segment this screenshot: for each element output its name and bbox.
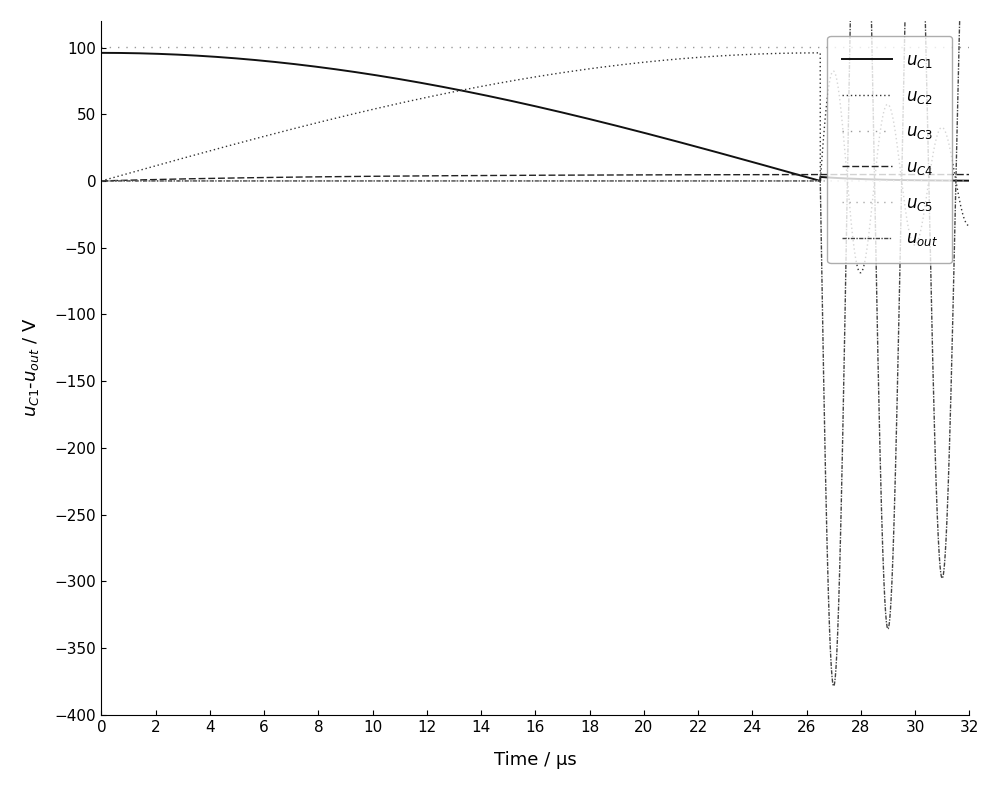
Line: $u_{C1}$: $u_{C1}$ (101, 53, 969, 181)
$u_{C2}$ (854, 268, 866, 277)
$u_{out}$ (95, 176, 107, 186)
$u_{C5}$ (131, 176, 143, 186)
$u_{C5}$ (520, 176, 532, 186)
$u_{C2}$ (147, 162, 159, 171)
$u_{C5}$ (95, 176, 107, 186)
$u_{C2}$ (814, 48, 826, 58)
$u_{C4}$ (99, 176, 111, 186)
Line: $u_{C4}$: $u_{C4}$ (101, 175, 969, 181)
Legend: $u_{C1}$, $u_{C2}$, $u_{C3}$, $u_{C4}$, $u_{C5}$, $u_{out}$: $u_{C1}$, $u_{C2}$, $u_{C3}$, $u_{C4}$, … (827, 36, 952, 263)
$u_{out}$ (828, 681, 840, 690)
$u_{C4}$ (918, 170, 930, 179)
$u_{C3}$ (963, 43, 975, 52)
$u_{C4}$ (266, 173, 278, 182)
$u_{C3}$ (147, 43, 159, 52)
$u_{out}$ (99, 176, 111, 186)
Y-axis label: $u_{C1}$-$u_{out}$ / V: $u_{C1}$-$u_{out}$ / V (21, 318, 41, 417)
$u_{C3}$ (917, 43, 929, 52)
$u_{C1}$ (95, 48, 107, 58)
$u_{C3}$ (95, 43, 107, 52)
$u_{C3}$ (520, 43, 532, 52)
$u_{C4}$ (520, 171, 532, 180)
$u_{C1}$ (266, 57, 278, 66)
$u_{C5}$ (99, 176, 111, 186)
$u_{C5}$ (963, 176, 975, 186)
$u_{C1}$ (147, 49, 159, 58)
$u_{C3}$ (266, 43, 278, 52)
$u_{C4}$ (95, 176, 107, 186)
$u_{C1}$ (131, 48, 143, 58)
$u_{C2}$ (963, 221, 975, 231)
$u_{C5}$ (147, 176, 159, 186)
$u_{C5}$ (917, 176, 929, 186)
$u_{out}$ (520, 176, 532, 186)
$u_{C4}$ (814, 170, 826, 179)
$u_{C4}$ (147, 175, 159, 184)
$u_{C1}$ (918, 175, 930, 185)
$u_{C1}$ (814, 176, 826, 186)
$u_{C2}$ (131, 166, 143, 175)
$u_{out}$ (266, 176, 278, 186)
$u_{out}$ (147, 176, 159, 186)
$u_{C2}$ (99, 175, 111, 185)
$u_{C1}$ (963, 176, 975, 186)
$u_{C1}$ (99, 48, 111, 58)
$u_{C2}$ (918, 210, 930, 220)
$u_{C2}$ (95, 176, 107, 186)
$u_{C1}$ (520, 100, 532, 109)
$u_{C4}$ (963, 170, 975, 179)
$u_{C3}$ (99, 43, 111, 52)
$u_{out}$ (131, 176, 143, 186)
$u_{C3}$ (131, 43, 143, 52)
$u_{C2}$ (266, 130, 278, 139)
Line: $u_{out}$: $u_{out}$ (101, 0, 969, 686)
$u_{C2}$ (520, 73, 532, 83)
$u_{C4}$ (131, 175, 143, 185)
Line: $u_{C2}$: $u_{C2}$ (101, 53, 969, 273)
X-axis label: Time / μs: Time / μs (494, 751, 577, 769)
$u_{C5}$ (266, 176, 278, 186)
